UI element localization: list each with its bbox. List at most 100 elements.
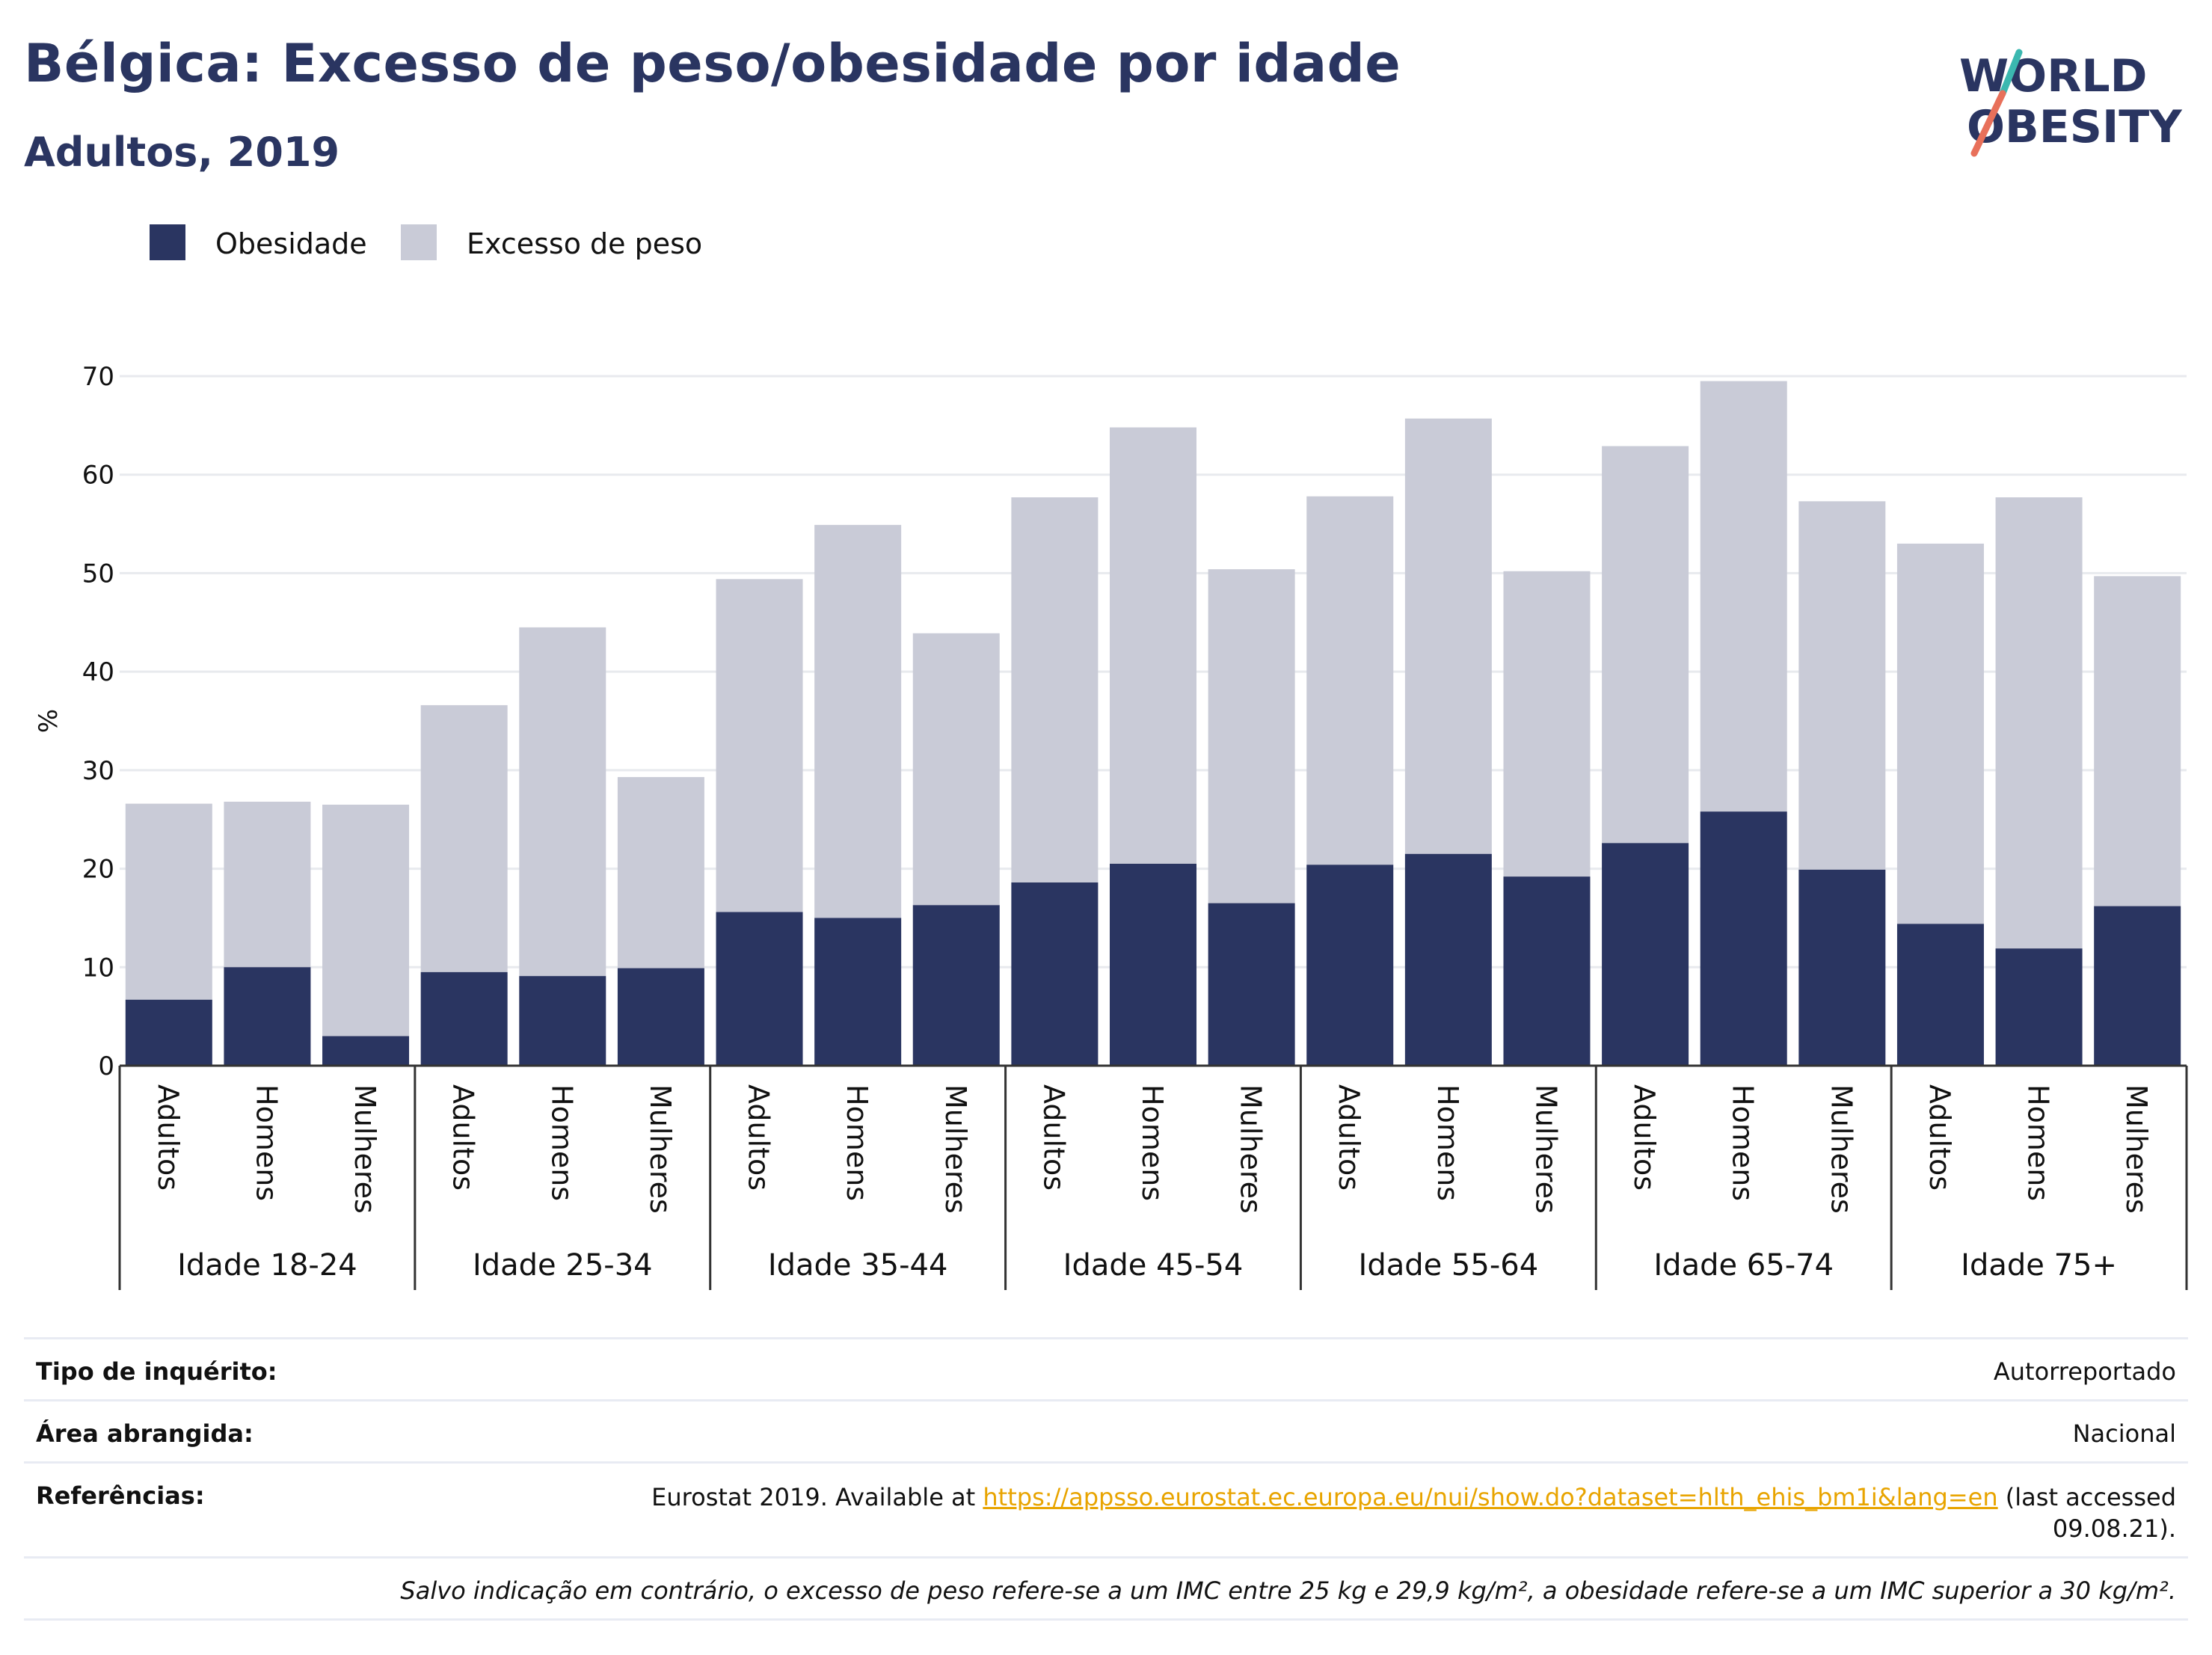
bar-overweight xyxy=(814,524,902,918)
bar-overweight xyxy=(1700,381,1787,812)
y-tick-label: 60 xyxy=(82,461,114,491)
bar-obesity xyxy=(1208,903,1295,1066)
x-category-label: Mulheres xyxy=(2120,1084,2153,1214)
bar-obesity xyxy=(1404,853,1492,1066)
y-axis: 0 10 20 30 40 50 60 70% xyxy=(34,362,114,1081)
definition-note: Salvo indicação em contrário, o excesso … xyxy=(400,1576,2176,1605)
bar-obesity xyxy=(2094,906,2181,1066)
bar-overweight xyxy=(1896,543,1984,924)
area-value: Nacional xyxy=(2072,1419,2176,1448)
x-group-label: Idade 45-54 xyxy=(1063,1248,1244,1283)
logo-teal-slash xyxy=(1999,49,2023,97)
bar-overweight xyxy=(420,704,508,972)
bar-obesity xyxy=(814,918,902,1066)
bar-overweight xyxy=(322,804,410,1037)
references-link[interactable]: https://appsso.eurostat.ec.europa.eu/nui… xyxy=(983,1483,1998,1511)
logo-line2: OBESITY xyxy=(1967,101,2183,153)
references-suffix: (last accessed xyxy=(1997,1483,2176,1511)
bar-obesity xyxy=(1110,863,1196,1066)
bar-obesity xyxy=(1896,924,1984,1066)
bars xyxy=(125,381,2181,1066)
info-table: Tipo de inquérito: Autorreportado Área a… xyxy=(24,1337,2188,1621)
y-tick-label: 70 xyxy=(82,362,114,392)
bar-overweight xyxy=(2094,576,2181,906)
bar-obesity xyxy=(1306,865,1394,1066)
x-category-label: Homens xyxy=(1136,1084,1169,1201)
bar-overweight xyxy=(1011,497,1099,883)
bar-obesity xyxy=(1503,876,1591,1066)
x-group-label: Idade 18-24 xyxy=(177,1248,357,1283)
bar-obesity xyxy=(1995,948,2083,1066)
bar-overweight xyxy=(912,633,1000,906)
y-tick-label: 30 xyxy=(82,756,114,786)
references-value: Eurostat 2019. Available at https://apps… xyxy=(24,1464,2188,1544)
x-category-label: Mulheres xyxy=(1529,1084,1562,1214)
legend-swatch-0 xyxy=(150,224,185,260)
bar-obesity xyxy=(716,912,803,1066)
references-date: 09.08.21). xyxy=(2052,1514,2176,1543)
x-group-label: Idade 55-64 xyxy=(1359,1248,1539,1283)
bar-overweight xyxy=(125,803,212,1000)
bar-obesity xyxy=(1798,869,1886,1066)
x-axis: Adultos Homens Mulheres Idade 18-24 Adultos H… xyxy=(118,1064,2188,1290)
x-category-label: Mulheres xyxy=(939,1084,972,1214)
x-category-label: Mulheres xyxy=(644,1084,677,1214)
bar-obesity xyxy=(1602,843,1689,1066)
x-group-label: Idade 35-44 xyxy=(768,1248,948,1283)
y-tick-label: 50 xyxy=(82,559,114,589)
bar-overweight xyxy=(1995,497,2083,949)
x-category-label: Mulheres xyxy=(348,1084,381,1214)
x-category-label: Adultos xyxy=(743,1084,775,1191)
bar-overweight xyxy=(1110,427,1196,864)
x-category-label: Mulheres xyxy=(1825,1084,1858,1214)
y-tick-label: 0 xyxy=(98,1051,114,1081)
bar-obesity xyxy=(420,971,508,1066)
bar-overweight xyxy=(1503,571,1591,877)
bar-obesity xyxy=(617,968,704,1066)
bar-overweight xyxy=(1798,501,1886,870)
bar-overweight xyxy=(617,777,704,968)
x-group-label: Idade 25-34 xyxy=(473,1248,653,1283)
chart-subtitle: Adultos, 2019 xyxy=(24,129,340,176)
legend-swatch-1 xyxy=(401,224,437,260)
world-obesity-logo: WORLD OBESITY xyxy=(1959,49,2183,157)
references-label: Referências: xyxy=(36,1481,205,1510)
stacked-bar-chart: Obesidade Excesso de peso 0 10 20 30 40 50 60 70… xyxy=(34,224,2188,1290)
bar-obesity xyxy=(1011,882,1099,1066)
x-category-label: Adultos xyxy=(1333,1084,1365,1191)
bar-obesity xyxy=(322,1036,410,1066)
bar-overweight xyxy=(1208,569,1295,903)
legend: Obesidade Excesso de peso xyxy=(150,224,702,260)
references-prefix: Eurostat 2019. Available at xyxy=(651,1483,983,1511)
definition-note-row: Salvo indicação em contrário, o excesso … xyxy=(24,1556,2188,1621)
bar-obesity xyxy=(1700,811,1787,1066)
survey-type-label: Tipo de inquérito: xyxy=(36,1357,277,1386)
x-group-label: Idade 65-74 xyxy=(1653,1248,1834,1283)
x-category-label: Adultos xyxy=(1037,1084,1070,1191)
x-category-label: Adultos xyxy=(447,1084,480,1191)
bar-obesity xyxy=(912,905,1000,1066)
y-tick-label: 20 xyxy=(82,855,114,885)
logo-coral-slash xyxy=(1970,90,2006,157)
survey-type-value: Autorreportado xyxy=(1993,1357,2176,1386)
x-category-label: Homens xyxy=(2022,1084,2055,1201)
x-category-label: Homens xyxy=(250,1084,283,1201)
bar-obesity xyxy=(224,967,311,1066)
x-category-label: Mulheres xyxy=(1235,1084,1268,1214)
bar-overweight xyxy=(519,627,606,977)
logo-line1: WORLD xyxy=(1959,50,2147,102)
y-tick-label: 40 xyxy=(82,657,114,687)
area-row: Área abrangida: Nacional xyxy=(24,1399,2188,1461)
x-category-label: Adultos xyxy=(1923,1084,1956,1191)
x-category-label: Adultos xyxy=(1628,1084,1661,1191)
bar-overweight xyxy=(1404,418,1492,854)
bar-overweight xyxy=(1306,496,1394,865)
x-category-label: Homens xyxy=(1727,1084,1760,1201)
bar-obesity xyxy=(519,976,606,1066)
x-category-label: Homens xyxy=(841,1084,873,1201)
bar-overweight xyxy=(1602,446,1689,844)
references-row: Referências: Eurostat 2019. Available at… xyxy=(24,1461,2188,1556)
x-category-label: Adultos xyxy=(152,1084,185,1191)
area-label: Área abrangida: xyxy=(36,1419,254,1448)
x-group-label: Idade 75+ xyxy=(1961,1248,2117,1283)
